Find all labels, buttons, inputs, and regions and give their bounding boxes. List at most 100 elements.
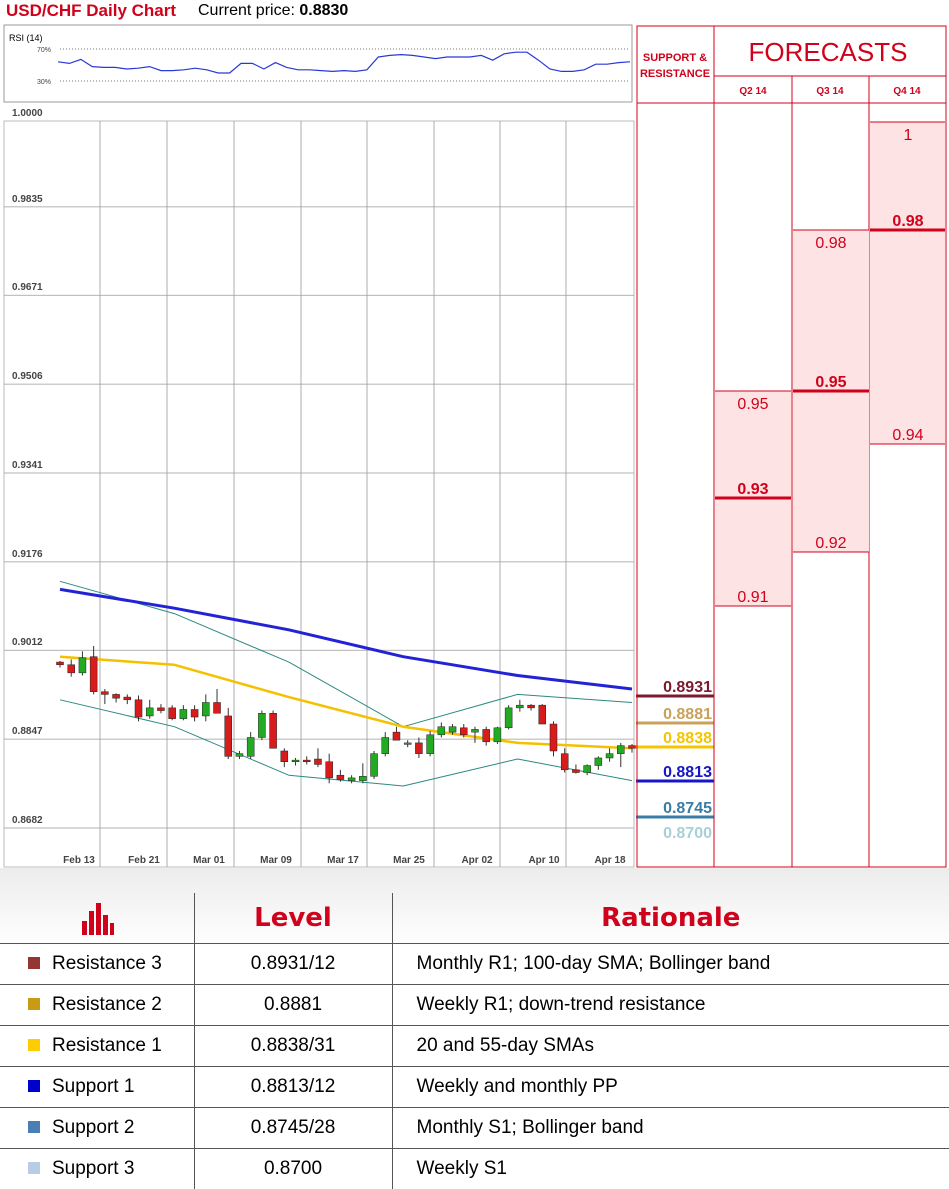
- level-name-cell: Support 2: [0, 1107, 195, 1149]
- table-row: Support 2 0.8745/28 Monthly S1; Bollinger …: [0, 1107, 949, 1149]
- chart-area: RSI (14) 70% 30% 1.00000.98350.96710.950…: [3, 24, 947, 868]
- candle-body: [583, 765, 591, 773]
- rationale-cell: Weekly R1; down-trend resistance: [392, 984, 949, 1026]
- x-tick-label: Feb 21: [128, 855, 160, 866]
- candle-body: [594, 757, 603, 766]
- candle-body: [471, 729, 479, 733]
- candle-body: [437, 726, 446, 736]
- candle-body: [336, 774, 345, 780]
- y-tick-label: 0.9012: [12, 637, 43, 648]
- level-value-cell: 0.8931/12: [194, 943, 393, 985]
- rationale-header: Rationale: [392, 893, 949, 944]
- sr-side-title: SUPPORT & RESISTANCE: [640, 52, 710, 80]
- y-tick-label: 0.9341: [12, 460, 43, 471]
- candle-body: [213, 702, 221, 714]
- candle-body: [235, 753, 244, 757]
- horizontal-grid: 1.0000 0.9835 0.9671 0.9506 0.9341 0.9176 0.90…: [4, 108, 634, 829]
- level-color-swatch: [28, 997, 40, 1010]
- level-marker-label: 0.8813: [663, 764, 712, 781]
- bollinger-lower-line: [59, 699, 633, 787]
- candle-body: [549, 723, 558, 752]
- rsi-panel: [3, 24, 633, 103]
- x-tick-label: Mar 01: [193, 855, 225, 866]
- candle-body: [134, 699, 143, 718]
- q2-header: Q2 14: [739, 86, 767, 97]
- level-name-cell: Support 1: [0, 1066, 195, 1108]
- candle-body: [426, 734, 434, 754]
- level-name: Support 2: [52, 1116, 135, 1138]
- x-tick-label: Mar 09: [260, 855, 292, 866]
- level-name: Resistance 2: [52, 993, 162, 1015]
- candle-body: [190, 709, 199, 718]
- q4-header: Q4 14: [893, 86, 921, 97]
- level-color-swatch: [28, 1079, 40, 1092]
- candle-body: [370, 753, 378, 777]
- candle-body: [112, 694, 120, 699]
- candlesticks: [56, 645, 636, 784]
- table-header: Level Rationale: [0, 893, 949, 944]
- indicators: [59, 580, 633, 787]
- level-marker-label: 0.8881: [663, 706, 712, 723]
- candle-body: [280, 750, 289, 762]
- bollinger-upper-line: [59, 580, 633, 728]
- current-price-value: 0.8830: [299, 2, 349, 19]
- rsi-70-label: 70%: [37, 47, 51, 54]
- candle-body: [302, 759, 311, 762]
- candle-body: [628, 745, 636, 749]
- sma-55-line: [59, 655, 633, 750]
- candle-body: [314, 758, 322, 765]
- price-panel: [3, 120, 635, 868]
- table-row: Resistance 3 0.8931/12 Monthly R1; 100-day…: [0, 943, 949, 985]
- candle-body: [78, 657, 87, 674]
- candle-body: [145, 707, 154, 717]
- level-value-cell: 0.8813/12: [194, 1066, 393, 1108]
- level-value-cell: 0.8700: [194, 1148, 393, 1189]
- y-tick-label: 0.8682: [12, 815, 43, 826]
- level-color-swatch: [28, 1161, 40, 1174]
- x-tick-label: Apr 10: [528, 855, 560, 866]
- q3-low: 0.92: [815, 535, 846, 552]
- level-name: Resistance 1: [52, 1034, 162, 1056]
- y-tick-label: 0.9835: [12, 194, 43, 205]
- x-tick-label: Apr 02: [461, 855, 493, 866]
- level-value-cell: 0.8881: [194, 984, 393, 1026]
- level-marker-label: 0.8700: [663, 825, 712, 842]
- table-row: Resistance 1 0.8838/31 20 and 55-day SMAs: [0, 1025, 949, 1067]
- level-name: Support 3: [52, 1157, 135, 1179]
- candle-body: [560, 753, 569, 771]
- bars-icon-cell: [0, 893, 195, 944]
- candle-body: [460, 727, 468, 736]
- level-name-cell: Support 3: [0, 1148, 195, 1189]
- candle-body: [291, 759, 300, 762]
- table-row: Resistance 2 0.8881 Weekly R1; down-trend …: [0, 984, 949, 1026]
- y-tick-label: 0.9506: [12, 371, 43, 382]
- candle-body: [67, 664, 75, 674]
- q2-mid: 0.93: [737, 481, 768, 498]
- level-name: Support 1: [52, 1075, 135, 1097]
- level-marker-label: 0.8838: [663, 730, 712, 747]
- candle-body: [403, 742, 412, 745]
- rationale-cell: 20 and 55-day SMAs: [392, 1025, 949, 1067]
- q2-low: 0.91: [737, 589, 768, 606]
- rationale-cell: Weekly S1: [392, 1148, 949, 1189]
- rationale-cell: Weekly and monthly PP: [392, 1066, 949, 1108]
- candle-body: [56, 661, 64, 666]
- candle-body: [101, 691, 109, 695]
- level-color-swatch: [28, 1038, 40, 1051]
- candle-body: [325, 761, 333, 779]
- x-tick-label: Apr 18: [594, 855, 626, 866]
- table-row: Support 1 0.8813/12 Weekly and monthly PP: [0, 1066, 949, 1108]
- x-tick-label: Mar 25: [393, 855, 425, 866]
- candle-body: [482, 729, 490, 743]
- rsi-30-label: 30%: [37, 79, 51, 86]
- sr-levels: 0.8931 0.8881 0.8838 0.8813 0.8745 0.8700: [636, 679, 714, 842]
- candle-body: [617, 745, 625, 754]
- candle-body: [179, 709, 188, 719]
- q4-mid: 0.98: [892, 213, 923, 230]
- x-tick-label: Mar 17: [327, 855, 359, 866]
- level-marker-label: 0.8931: [663, 679, 712, 696]
- candle-body: [224, 715, 232, 757]
- rsi-line: [57, 51, 631, 74]
- y-tick-label: 0.9671: [12, 282, 43, 293]
- level-color-swatch: [28, 956, 40, 969]
